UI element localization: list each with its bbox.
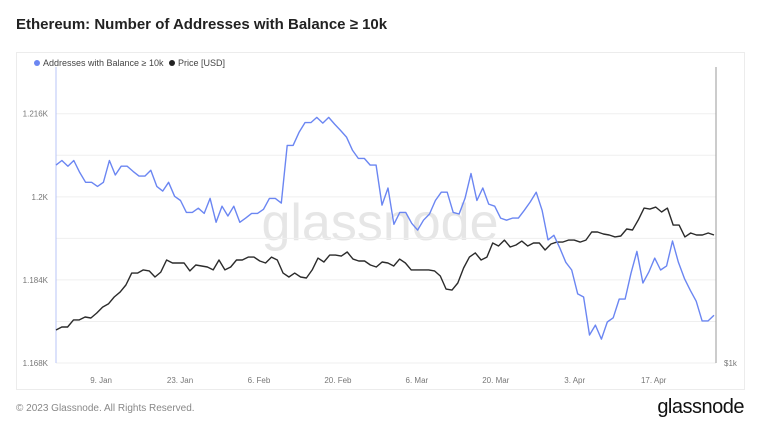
x-tick-label: 3. Apr: [564, 376, 585, 385]
y-tick-label: 1.184K: [23, 276, 49, 285]
price-series-line: [55, 206, 715, 331]
x-tick-label: 17. Apr: [641, 376, 667, 385]
y-right-tick-label: $1k: [724, 359, 738, 368]
legend-item-price[interactable]: Price [USD]: [169, 58, 225, 68]
y-tick-label: 1.2K: [32, 193, 49, 202]
x-tick-label: 20. Feb: [324, 376, 352, 385]
page-title: Ethereum: Number of Addresses with Balan…: [16, 16, 388, 33]
y-tick-label: 1.216K: [23, 110, 49, 119]
legend-label-addresses: Addresses with Balance ≥ 10k: [43, 58, 164, 68]
glassnode-logo[interactable]: glassnode: [657, 396, 744, 418]
chart-card: [16, 52, 745, 390]
watermark: glassnode: [261, 194, 498, 252]
legend: Addresses with Balance ≥ 10k Price [USD]: [34, 58, 225, 68]
legend-marker-price: [169, 60, 175, 66]
legend-marker-addresses: [34, 60, 40, 66]
y-tick-label: 1.168K: [23, 359, 49, 368]
x-tick-label: 23. Jan: [167, 376, 193, 385]
x-tick-label: 9. Jan: [90, 376, 112, 385]
x-tick-label: 6. Feb: [248, 376, 271, 385]
x-tick-label: 20. Mar: [482, 376, 509, 385]
legend-item-addresses[interactable]: Addresses with Balance ≥ 10k: [34, 58, 164, 68]
copyright: © 2023 Glassnode. All Rights Reserved.: [16, 403, 195, 414]
legend-label-price: Price [USD]: [178, 58, 225, 68]
x-tick-label: 6. Mar: [406, 376, 429, 385]
addresses-series-line: [55, 116, 715, 340]
